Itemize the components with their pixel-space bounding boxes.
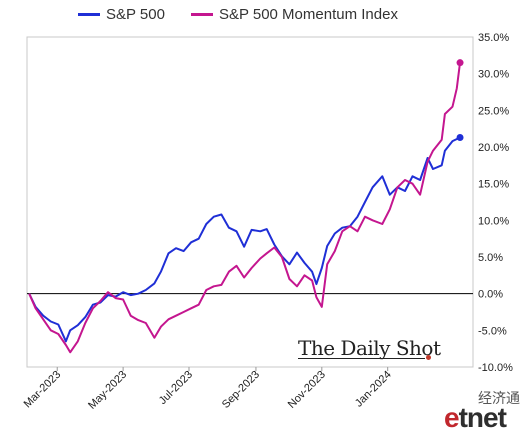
etnet-logo-e: e — [444, 402, 460, 433]
y-tick-label: 30.0% — [478, 69, 509, 81]
etnet-logo-rest: tnet — [458, 402, 507, 433]
legend-label-momentum: S&P 500 Momentum Index — [218, 6, 398, 23]
y-tick-label: 5.0% — [478, 252, 503, 264]
x-tick-label: May-2023 — [86, 369, 129, 412]
legend-swatch-sp500 — [78, 13, 100, 16]
plot-border — [26, 36, 474, 368]
y-tick-label: 10.0% — [478, 215, 509, 227]
x-tick-label: Jul-2023 — [157, 369, 195, 407]
watermark-dot — [426, 355, 431, 360]
series-line-1 — [28, 62, 461, 354]
etnet-logo: etnet — [444, 402, 507, 433]
series-end-point-0 — [456, 133, 464, 141]
etnet-chinese-name: 经济通 — [478, 391, 520, 407]
y-tick-label: 35.0% — [478, 32, 509, 44]
series-line-0 — [28, 136, 461, 343]
y-tick-label: -10.0% — [478, 362, 513, 374]
watermark-underline — [298, 358, 425, 359]
x-tick-label: Sep-2023 — [220, 369, 262, 411]
legend-item-momentum: S&P 500 Momentum Index — [190, 6, 398, 23]
series-end-point-1 — [456, 59, 464, 67]
legend-item-sp500: S&P 500 — [78, 6, 165, 23]
y-tick-label: -5.0% — [478, 325, 507, 337]
x-tick-label: Mar-2023 — [22, 369, 64, 411]
y-tick-label: 15.0% — [478, 179, 509, 191]
legend-swatch-momentum — [190, 13, 213, 16]
watermark-logo: The Daily Shot — [298, 336, 441, 360]
y-tick-label: 20.0% — [478, 142, 509, 154]
y-tick-label: 25.0% — [478, 105, 509, 117]
x-tick-label: Nov-2023 — [286, 369, 328, 411]
chart-legend: S&P 500 S&P 500 Momentum Index — [78, 6, 398, 23]
legend-label-sp500: S&P 500 — [106, 6, 165, 23]
x-tick-label: Jan-2024 — [353, 369, 394, 410]
y-tick-label: 0.0% — [478, 289, 503, 301]
